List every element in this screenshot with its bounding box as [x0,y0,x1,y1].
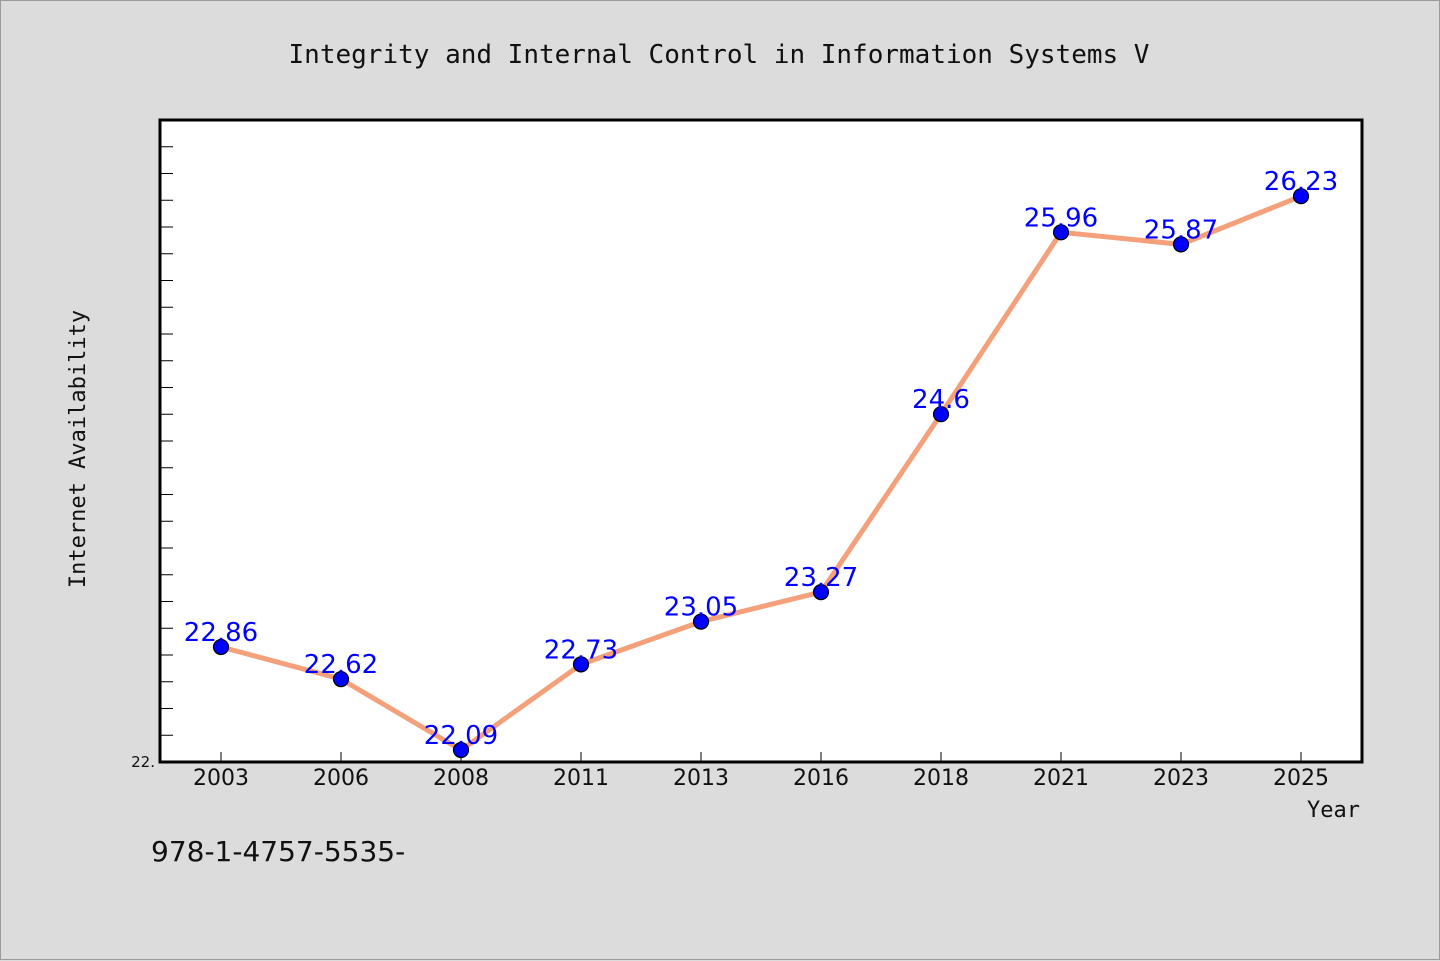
data-value-label: 22.73 [544,635,618,665]
footer-note: 978-1-4757-5535- [151,835,406,868]
x-tick-label: 2006 [313,766,369,791]
data-value-label: 23.05 [664,593,738,623]
data-value-label: 26.23 [1264,167,1338,197]
data-point-marker [812,583,830,601]
x-tick-label: 2003 [193,766,249,791]
x-tick-label: 2018 [913,766,969,791]
plot-area [158,118,1364,764]
x-axis-title: Year [1307,798,1360,823]
data-value-label: 22.09 [424,721,498,751]
data-value-label: 23.27 [784,563,858,593]
x-tick-label: 2025 [1273,766,1329,791]
data-point-marker [692,613,710,630]
x-tick-label: 2011 [553,766,609,791]
x-tick-label: 2016 [793,766,849,791]
data-point-marker [1172,236,1190,253]
x-tick-label: 2013 [673,766,729,791]
x-tick-label: 2023 [1153,766,1209,791]
data-point-marker [212,638,230,656]
y-axis-ticks [160,119,173,736]
data-point-marker [932,406,950,423]
x-axis-tick-labels: 2003 2006 2008 2011 2013 2016 2018 2021 2023 2025 [193,766,1329,791]
y-axis-tick-label: 22. [131,753,155,771]
data-point-marker [332,670,350,688]
data-value-label: 22.86 [184,618,258,648]
data-markers [212,188,1310,759]
y-axis-title: Internet Availability [66,310,91,588]
x-tick-label: 2008 [433,766,489,791]
data-value-label: 22.62 [304,650,378,680]
series-line [220,193,1302,753]
data-point-marker [572,656,590,673]
data-labels: 22.86 22.62 22.09 22.73 23.05 23.27 24.6 25.96 2… [184,167,1338,751]
data-point-marker [452,741,470,759]
data-value-label: 25.96 [1024,203,1098,233]
x-axis-ticks [220,752,1302,762]
x-tick-label: 2021 [1033,766,1089,791]
data-point-marker [1052,224,1070,241]
data-value-label: 24.6 [912,385,970,415]
chart-title: Integrity and Internal Control in Inform… [289,40,1150,70]
data-value-label: 25.87 [1144,215,1218,245]
data-point-marker [1292,188,1310,205]
